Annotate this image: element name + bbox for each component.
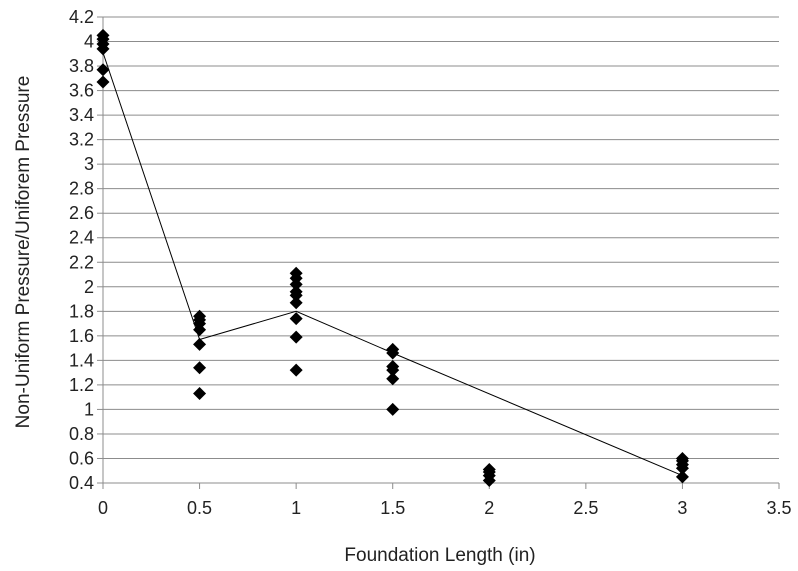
data-point-diamond <box>386 363 400 377</box>
axes <box>97 16 780 489</box>
data-points <box>96 28 689 488</box>
data-point-diamond <box>289 288 303 302</box>
data-point-diamond <box>289 277 303 291</box>
y-tick-label: 3.8 <box>69 56 94 76</box>
data-point-diamond <box>675 470 689 484</box>
x-axis-title: Foundation Length (in) <box>344 545 535 566</box>
y-tick-labels: 0.4 0.6 0.8 1 1.2 1.4 1.6 1.8 2 2.2 2.4 2.6 2.8 3 3.2 3… <box>69 7 94 493</box>
y-tick-label: 2.6 <box>69 203 94 223</box>
x-tick-label: 3 <box>677 498 687 518</box>
data-point-diamond <box>289 363 303 377</box>
y-tick-label: 3.2 <box>69 130 94 150</box>
trend-line-group <box>102 52 683 477</box>
y-tick-label: 2.8 <box>69 179 94 199</box>
y-tick-label: 3 <box>84 154 94 174</box>
x-tick-label: 0.5 <box>187 498 212 518</box>
y-tick-label: 1.6 <box>69 326 94 346</box>
data-point-diamond <box>289 330 303 344</box>
data-point-diamond <box>96 63 110 77</box>
data-point-diamond <box>386 372 400 386</box>
data-point-diamond <box>96 42 110 56</box>
x-tick-label: 2.5 <box>573 498 598 518</box>
y-tick-label: 4 <box>84 32 94 52</box>
data-point-diamond <box>675 461 689 475</box>
y-tick-label: 1.4 <box>69 350 94 370</box>
y-tick-label: 1.8 <box>69 301 94 321</box>
data-point-diamond <box>193 337 207 351</box>
data-point-diamond <box>386 346 400 360</box>
y-tick-label: 3.4 <box>69 105 94 125</box>
y-tick-label: 0.6 <box>69 448 94 468</box>
y-tick-label: 1 <box>84 399 94 419</box>
data-point-diamond <box>386 402 400 416</box>
x-tick-label: 3.5 <box>766 498 791 518</box>
y-tick-label: 2 <box>84 277 94 297</box>
data-point-diamond <box>193 361 207 375</box>
data-point-diamond <box>193 323 207 337</box>
x-tick-label: 1 <box>291 498 301 518</box>
y-tick-label: 0.4 <box>69 473 94 493</box>
y-tick-label: 2.2 <box>69 252 94 272</box>
y-axis-title: Non-Uniform Pressure/Uniforem Pressure <box>13 76 34 429</box>
x-tick-labels: 0 0.5 1 1.5 2 2.5 3 3.5 <box>98 498 792 518</box>
x-tick-label: 1.5 <box>380 498 405 518</box>
data-point-diamond <box>193 386 207 400</box>
y-tick-label: 4.2 <box>69 7 94 27</box>
data-point-diamond <box>289 296 303 310</box>
gridlines <box>103 16 779 459</box>
trend-line <box>102 52 683 477</box>
data-point-diamond <box>96 75 110 89</box>
y-tick-label: 3.6 <box>69 81 94 101</box>
y-tick-label: 0.8 <box>69 424 94 444</box>
data-point-diamond <box>289 312 303 326</box>
y-tick-label: 2.4 <box>69 228 94 248</box>
data-point-diamond <box>482 474 496 488</box>
x-tick-label: 0 <box>98 498 108 518</box>
y-tick-label: 1.2 <box>69 375 94 395</box>
x-tick-label: 2 <box>484 498 494 518</box>
